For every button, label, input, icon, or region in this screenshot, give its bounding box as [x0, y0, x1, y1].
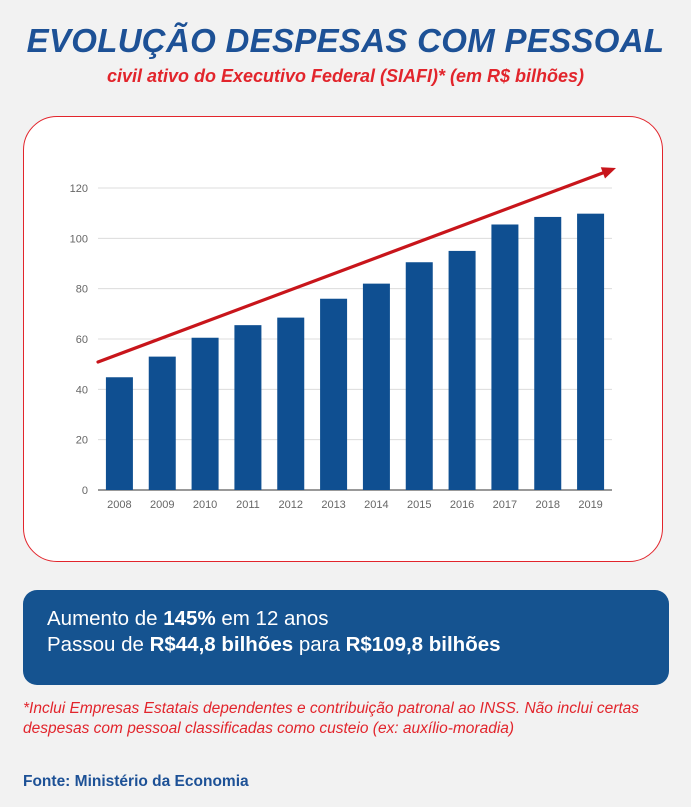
- bar: [362, 283, 390, 490]
- summary-line-2: Passou de R$44,8 bilhões para R$109,8 bi…: [47, 632, 645, 658]
- x-tick-label: 2018: [536, 499, 560, 511]
- summary-banner: Aumento de 145% em 12 anos Passou de R$4…: [23, 590, 669, 685]
- bar: [577, 213, 605, 491]
- bar: [320, 298, 348, 490]
- bar: [105, 377, 133, 490]
- source-credit: Fonte: Ministério da Economia: [23, 773, 249, 790]
- bar-chart: 0 20 40 60 80 100 120 2008 2009 2010 2011 2012 2013…: [70, 167, 616, 511]
- x-tick-labels: 2008 2009 2010 2011 2012 2013 2014 2015 2016 2017…: [107, 499, 603, 511]
- footnote: *Inclui Empresas Estatais dependentes e …: [23, 700, 640, 737]
- y-tick-label: 100: [70, 233, 88, 245]
- end-value: R$109,8 bilhões: [345, 633, 501, 656]
- bar: [191, 337, 219, 490]
- x-tick-label: 2012: [279, 499, 303, 511]
- x-tick-label: 2011: [236, 499, 260, 511]
- x-tick-label: 2016: [450, 499, 474, 511]
- grid-layer: [98, 187, 612, 491]
- x-tick-label: 2013: [321, 499, 345, 511]
- bar: [534, 216, 562, 491]
- summary-text: Aumento de: [47, 607, 164, 630]
- bar: [277, 317, 305, 490]
- page-subtitle: civil ativo do Executivo Federal (SIAFI)…: [106, 66, 585, 86]
- x-tick-label: 2015: [407, 499, 431, 511]
- bars-layer: [105, 213, 605, 491]
- x-tick-label: 2009: [150, 499, 174, 511]
- y-tick-label: 60: [76, 334, 88, 346]
- x-tick-label: 2019: [578, 499, 602, 511]
- y-tick-label: 120: [70, 183, 88, 195]
- page-title: EVOLUÇÃO DESPESAS COM PESSOAL: [26, 22, 665, 59]
- y-tick-label: 80: [76, 284, 88, 296]
- start-value: R$44,8 bilhões: [149, 633, 294, 656]
- y-tick-labels: 0 20 40 60 80 100 120: [70, 183, 88, 497]
- bar: [234, 325, 262, 490]
- trend-layer: [96, 167, 616, 364]
- y-tick-label: 40: [76, 384, 88, 396]
- summary-line-1: Aumento de 145% em 12 anos: [47, 606, 645, 632]
- y-tick-label: 0: [82, 485, 88, 497]
- x-tick-label: 2010: [193, 499, 217, 511]
- bar: [491, 224, 519, 490]
- x-tick-label: 2014: [364, 499, 388, 511]
- trend-arrowhead: [600, 167, 616, 179]
- y-tick-label: 20: [76, 435, 88, 447]
- bar: [448, 250, 476, 490]
- growth-percent: 145%: [163, 607, 216, 630]
- summary-text: Passou de: [47, 633, 150, 656]
- bar: [405, 262, 433, 490]
- x-tick-label: 2017: [493, 499, 517, 511]
- trend-line: [96, 169, 610, 364]
- summary-text: em 12 anos: [215, 607, 329, 630]
- x-tick-label: 2008: [107, 499, 131, 511]
- bar: [148, 356, 176, 490]
- summary-text: para: [293, 633, 346, 656]
- chart-card: 0 20 40 60 80 100 120 2008 2009 2010 2011 2012 2013…: [23, 116, 663, 562]
